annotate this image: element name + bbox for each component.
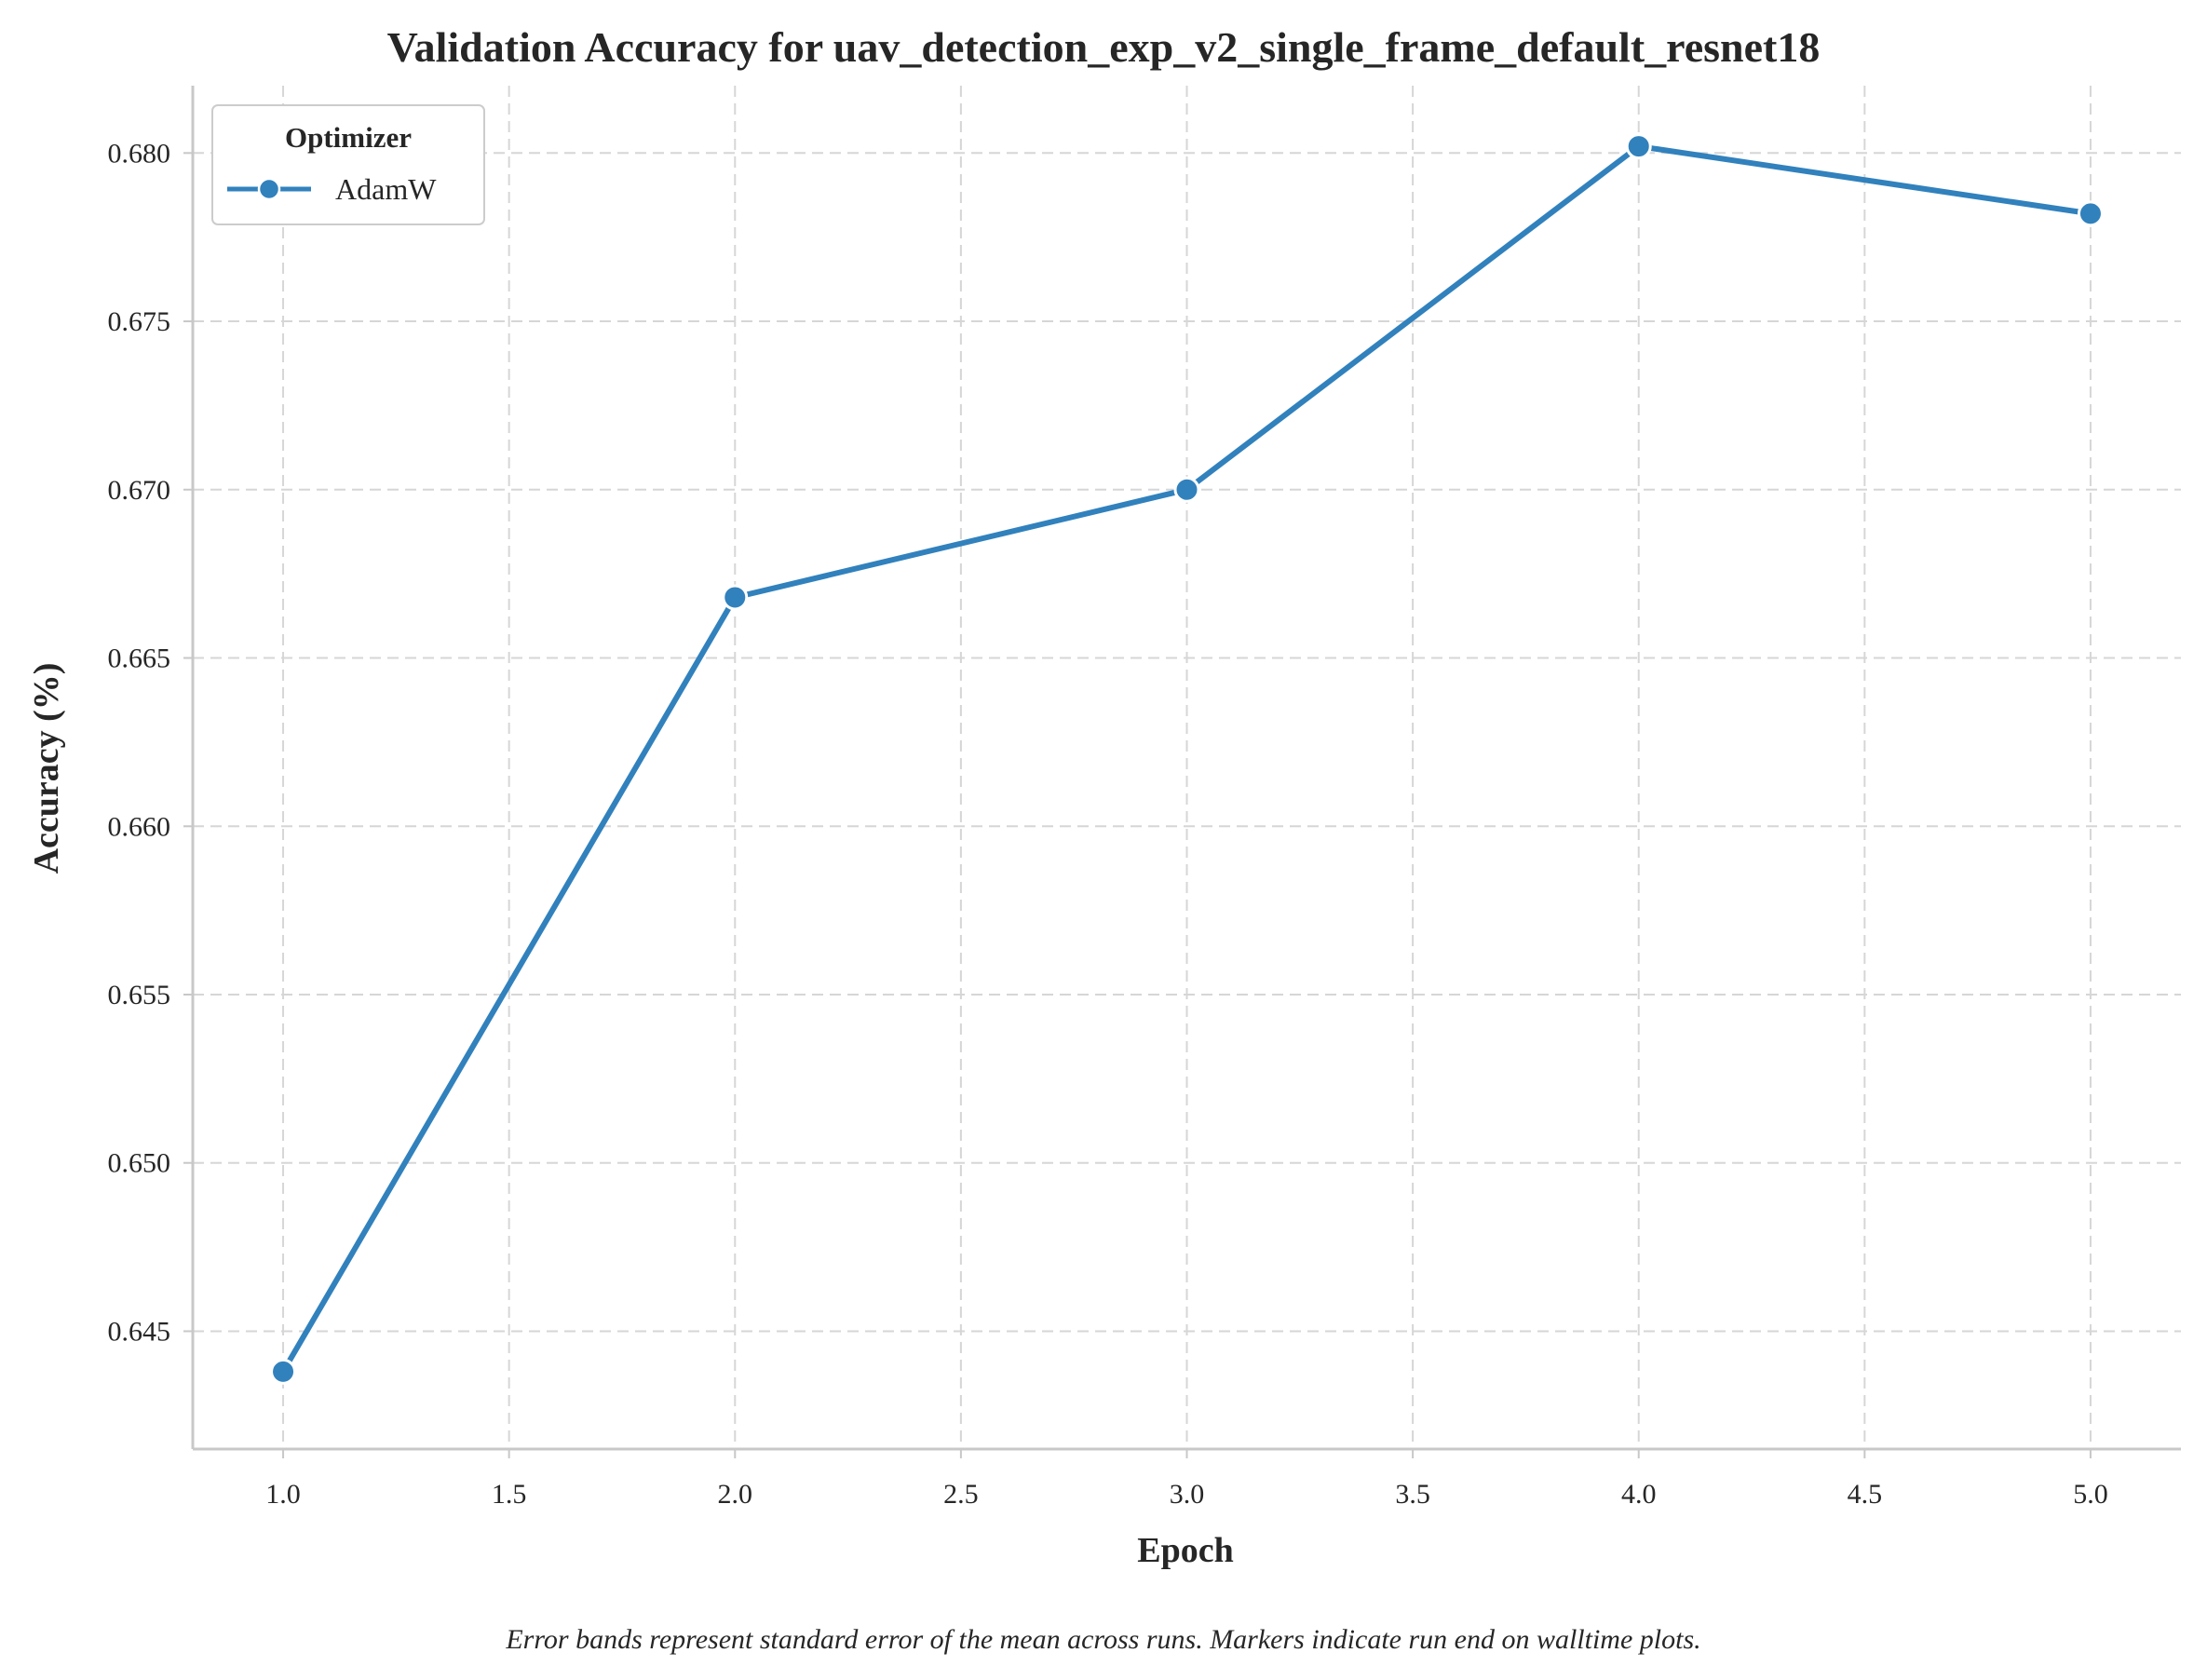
y-axis-label: Accuracy (%) (27, 663, 66, 874)
data-point (1625, 133, 1652, 160)
data-point (2077, 200, 2104, 227)
legend-series-label: AdamW (335, 172, 437, 206)
series-layer (270, 133, 2104, 1385)
data-point (722, 584, 749, 611)
y-tick-label: 0.650 (108, 1148, 171, 1179)
y-tick-label: 0.645 (108, 1316, 171, 1347)
legend-title: Optimizer (285, 121, 412, 154)
y-tick-label: 0.660 (108, 811, 171, 842)
x-axis-ticks: 1.0 1.5 2.0 2.5 3.0 3.5 4.0 4.5 5.0 (265, 1449, 2108, 1510)
chart-caption: Error bands represent standard error of … (505, 1624, 1700, 1655)
y-tick-label: 0.670 (108, 475, 171, 506)
y-tick-label: 0.665 (108, 644, 171, 674)
x-tick-label: 2.5 (943, 1479, 979, 1510)
x-tick-label: 3.0 (1170, 1479, 1205, 1510)
legend-frame (211, 104, 485, 225)
data-point (270, 1358, 297, 1385)
x-tick-label: 2.0 (718, 1479, 753, 1510)
x-tick-label: 4.5 (1848, 1479, 1883, 1510)
x-tick-label: 1.0 (265, 1479, 301, 1510)
y-tick-label: 0.655 (108, 980, 171, 1010)
y-tick-label: 0.675 (108, 306, 171, 337)
data-point (1173, 476, 1200, 503)
x-axis-label: Epoch (1137, 1531, 1233, 1570)
legend-series-marker (257, 177, 281, 201)
x-tick-label: 4.0 (1621, 1479, 1657, 1510)
y-axis-ticks: 0.645 0.650 0.655 0.660 0.665 0.670 0.675 0.680 (108, 138, 193, 1347)
x-tick-label: 5.0 (2073, 1479, 2108, 1510)
x-tick-label: 1.5 (492, 1479, 527, 1510)
y-tick-label: 0.680 (108, 138, 171, 169)
legend: Optimizer AdamW (211, 104, 485, 225)
chart-title: Validation Accuracy for uav_detection_ex… (387, 23, 1821, 71)
x-tick-label: 3.5 (1395, 1479, 1430, 1510)
grid (193, 86, 2181, 1449)
